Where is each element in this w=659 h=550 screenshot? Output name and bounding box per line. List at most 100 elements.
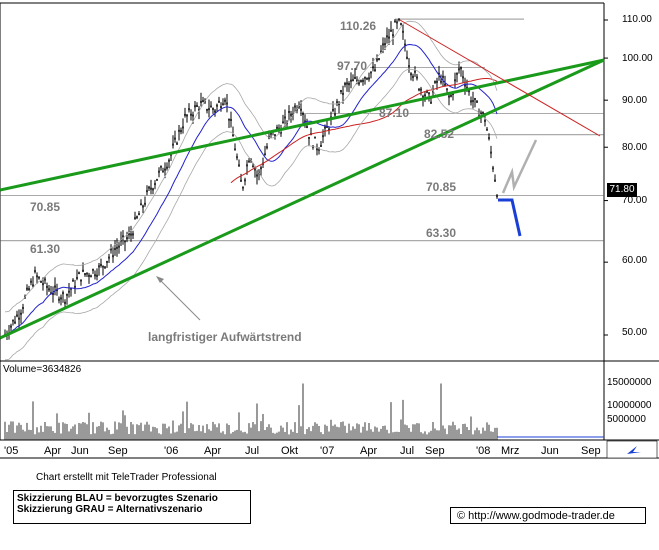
- price-candle: [382, 43, 384, 46]
- price-candle: [468, 90, 470, 93]
- price-candle: [462, 76, 464, 79]
- price-candle: [276, 126, 278, 129]
- x-tick-jul06: Jul: [245, 445, 260, 457]
- price-candle: [404, 43, 406, 46]
- price-candle: [84, 273, 86, 276]
- navigator-arrow-icon[interactable]: [627, 446, 641, 454]
- price-candle: [178, 129, 180, 132]
- price-candle: [406, 56, 408, 59]
- price-candle: [314, 136, 316, 139]
- price-candle: [342, 92, 344, 95]
- price-candle: [360, 80, 362, 83]
- price-candle: [114, 248, 116, 251]
- navigator-box[interactable]: [606, 440, 658, 459]
- scenario-blue-path: [498, 198, 522, 237]
- x-tick-sep05: Sep: [108, 445, 128, 457]
- price-candle: [338, 103, 340, 106]
- price-candle: [168, 159, 170, 162]
- price-candle: [98, 265, 100, 268]
- price-candle: [116, 246, 118, 249]
- price-candle: [56, 289, 58, 292]
- price-candle: [302, 113, 304, 116]
- price-candle: [416, 76, 418, 79]
- y-tick-80: 80.00: [622, 142, 648, 153]
- x-tick-jun05: Jun: [71, 445, 89, 457]
- price-candle: [214, 110, 216, 113]
- price-candle: [474, 97, 476, 100]
- source-url[interactable]: © http://www.godmode-trader.de: [450, 507, 646, 524]
- price-candle: [240, 179, 242, 182]
- price-candle: [90, 275, 92, 278]
- price-candle: [418, 88, 420, 91]
- price-candle: [176, 142, 178, 145]
- annotation-arrow-line: [157, 277, 201, 321]
- price-candle: [264, 153, 266, 156]
- price-candle: [104, 266, 106, 269]
- price-candle: [326, 125, 328, 128]
- price-candle: [186, 114, 188, 117]
- price-candle: [10, 325, 12, 328]
- price-candle: [248, 160, 250, 163]
- price-candle: [46, 285, 48, 288]
- price-candle: [490, 151, 492, 154]
- price-candle: [476, 100, 478, 103]
- price-candle: [380, 50, 382, 53]
- x-tick-sep07: Sep: [425, 445, 445, 457]
- price-panel: [0, 18, 605, 361]
- price-candle: [402, 30, 404, 33]
- price-candle: [470, 100, 472, 103]
- price-candle: [282, 121, 284, 124]
- price-candle: [394, 20, 396, 23]
- price-candle: [48, 288, 50, 291]
- price-candle: [184, 113, 186, 116]
- price-candle: [332, 108, 334, 111]
- price-candle: [92, 268, 94, 271]
- price-candle: [20, 312, 22, 315]
- price-candle: [442, 75, 444, 78]
- price-candle: [34, 270, 36, 273]
- level-label-70-85-left: 70.85: [30, 200, 61, 214]
- x-tick-jun08: Jun: [541, 445, 559, 457]
- price-candle: [146, 190, 148, 193]
- ma50-line: [4, 43, 498, 336]
- price-candle: [484, 119, 486, 122]
- price-candle: [244, 179, 246, 182]
- url-text: http://www.godmode-trader.de: [468, 510, 615, 522]
- x-tick-07: '07: [320, 445, 335, 457]
- price-candle: [370, 71, 372, 74]
- price-candle: [134, 217, 136, 220]
- price-candle: [336, 101, 338, 104]
- price-candle: [236, 156, 238, 159]
- price-candle: [110, 248, 112, 251]
- price-candle: [390, 29, 392, 32]
- price-candle: [320, 144, 322, 147]
- price-candle: [102, 265, 104, 268]
- trend-annotation: langfristiger Aufwärtstrend: [148, 330, 302, 344]
- price-candle: [224, 99, 226, 102]
- y-tick-70: 70.00: [622, 195, 648, 206]
- axis-ticks: [604, 19, 608, 336]
- volume-tick-15m: 15000000: [607, 377, 652, 388]
- price-candle: [200, 100, 202, 103]
- price-candle: [150, 187, 152, 190]
- price-candle: [254, 168, 256, 171]
- price-candle: [222, 103, 224, 106]
- price-candle: [164, 168, 166, 171]
- price-candle: [304, 120, 306, 123]
- price-candle: [374, 69, 376, 72]
- price-candle: [100, 263, 102, 266]
- level-label-110-26: 110.26: [340, 19, 377, 33]
- price-candle: [76, 276, 78, 279]
- price-candle: [266, 146, 268, 149]
- y-tick-90: 90.00: [622, 95, 648, 106]
- level-label-63-30: 63.30: [426, 226, 457, 240]
- price-candle: [192, 114, 194, 117]
- price-candle: [290, 113, 292, 116]
- price-candle: [482, 111, 484, 114]
- price-candle: [352, 79, 354, 82]
- legend-blue-text: Skizzierung BLAU = bevorzugtes Szenario: [17, 493, 218, 504]
- price-candle: [246, 164, 248, 167]
- x-tick-mrz08: Mrz: [501, 445, 520, 457]
- price-candle: [206, 108, 208, 111]
- price-candle: [298, 105, 300, 108]
